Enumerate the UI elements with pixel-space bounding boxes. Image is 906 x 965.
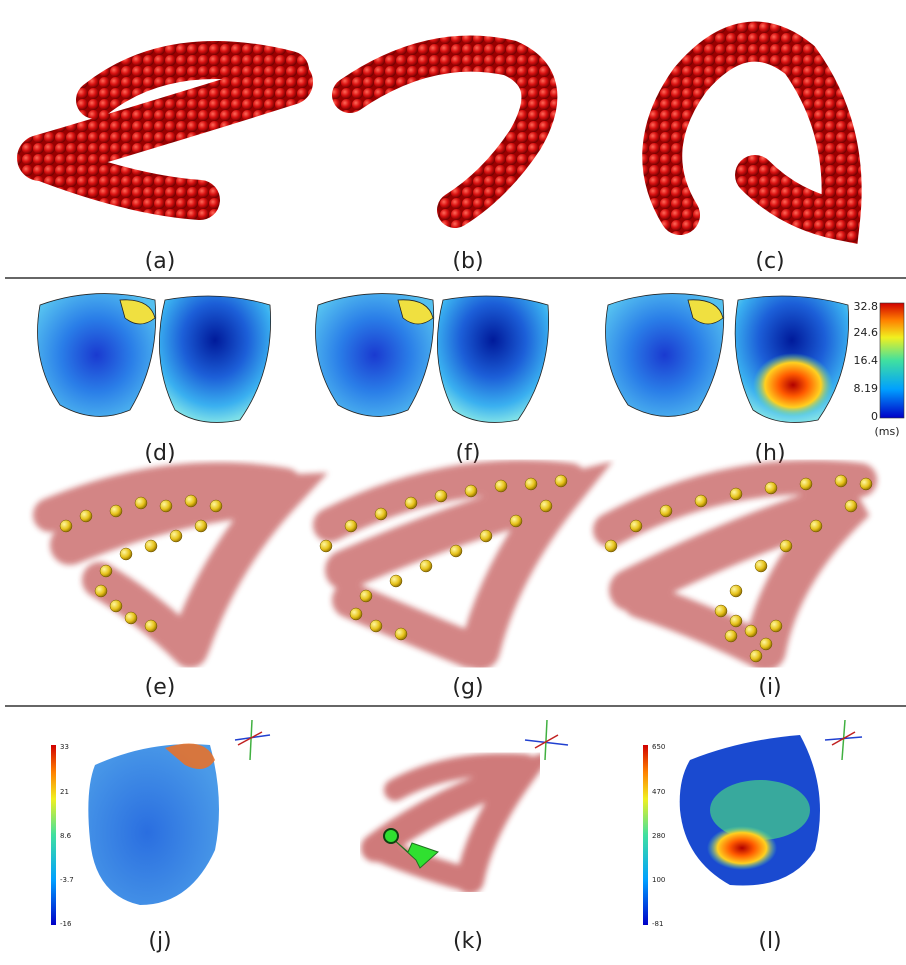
colorbar-tick: 470 [652,788,665,796]
panel-label: (d) [144,441,175,466]
heart-j [88,744,219,905]
bead-models [40,42,842,220]
colorbar-tick: 0 [871,410,878,423]
panel-label: (e) [145,675,176,700]
colorbar-unit: (ms) [874,425,899,438]
colorbar-tick: 21 [60,788,69,796]
colorbar-tick: -81 [652,920,663,928]
colorbar-tick: 100 [652,876,665,884]
panel-label: (b) [452,249,483,274]
colorbar-tick: 16.4 [854,354,879,367]
colorbar [643,745,648,925]
colorbar-tick: 33 [60,743,69,751]
colorbar [51,745,56,925]
figure: (a) (b) (c) 32.8 24.6 16.4 8.19 0 (ms) (… [0,0,906,965]
panel-label: (f) [456,441,481,466]
colorbar [880,303,904,418]
panel-label: (l) [758,929,781,954]
colorbar-tick: -3.7 [60,876,74,884]
colorbar-tick: 24.6 [854,326,879,339]
panel-label: (i) [758,675,781,700]
colorbar-tick: -16 [60,920,72,928]
heart-l [680,735,820,886]
colorbar-tick: 280 [652,832,665,840]
colorbar-tick: 650 [652,743,665,751]
panel-label: (j) [148,929,171,954]
panel-label: (a) [145,249,176,274]
colorbar-tick: 8.6 [60,832,72,840]
panel-label: (g) [452,675,483,700]
panel-label: (k) [453,929,483,954]
activation-maps [38,294,849,423]
colorbar-tick: 8.19 [854,382,879,395]
model-k [375,764,525,880]
colorbar-tick: 32.8 [854,300,879,313]
panel-label: (c) [755,249,784,274]
